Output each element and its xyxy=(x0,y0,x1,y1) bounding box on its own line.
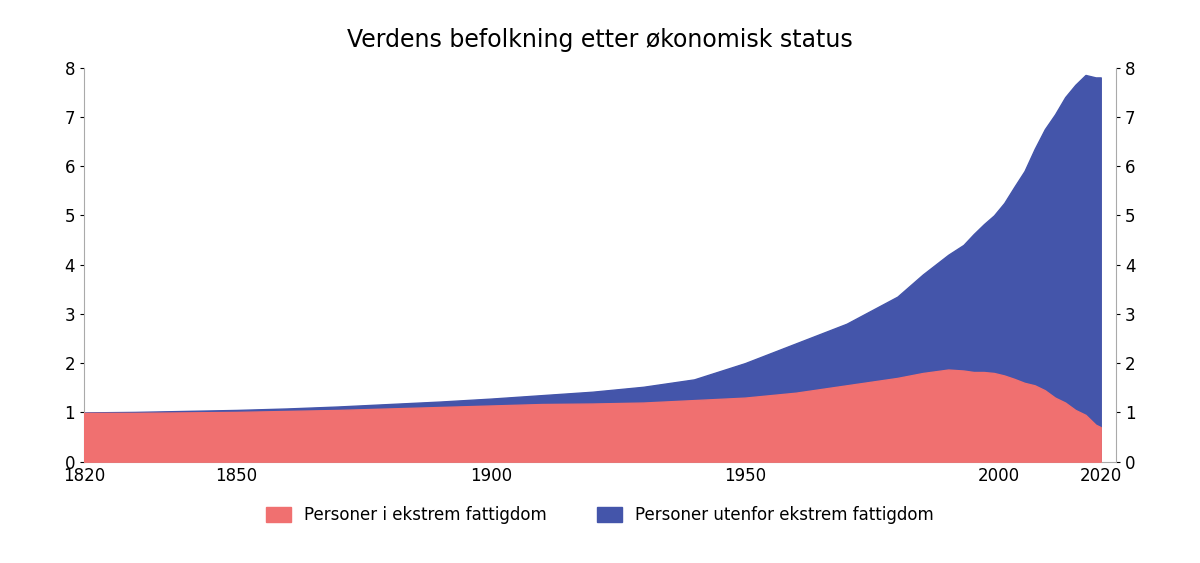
Title: Verdens befolkning etter økonomisk status: Verdens befolkning etter økonomisk statu… xyxy=(347,28,853,52)
Legend: Personer i ekstrem fattigdom, Personer utenfor ekstrem fattigdom: Personer i ekstrem fattigdom, Personer u… xyxy=(258,498,942,532)
